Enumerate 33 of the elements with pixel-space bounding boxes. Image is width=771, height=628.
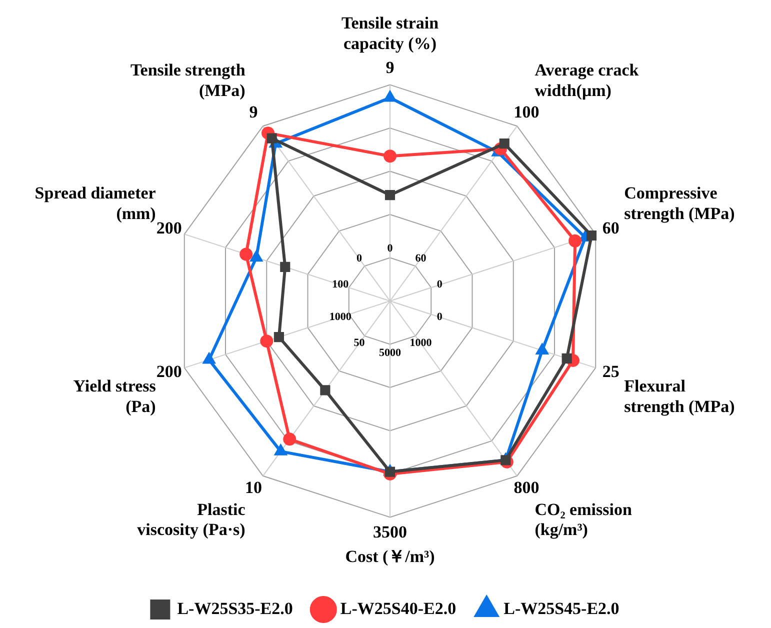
text: 1000 bbox=[410, 337, 432, 350]
text: 25 bbox=[602, 362, 620, 382]
text: 9 bbox=[386, 58, 394, 78]
text: 9 bbox=[249, 102, 258, 122]
text: 800 bbox=[514, 478, 540, 498]
spoke-label: Average crack width(μm) bbox=[534, 60, 640, 100]
spoke-label: Compressive strength (MPa) bbox=[624, 184, 735, 224]
legend-label: L-W25S45-E2.0 bbox=[504, 598, 620, 618]
spoke-label: Spread diameter (mm) bbox=[34, 184, 156, 224]
text: 60 bbox=[415, 252, 427, 265]
legend-label: L-W25S35-E2.0 bbox=[177, 598, 293, 618]
text: 100 bbox=[332, 278, 350, 291]
text: 5000 bbox=[379, 347, 402, 360]
spoke-label: Tensile strength (MPa) bbox=[130, 60, 246, 100]
text: 0 bbox=[387, 242, 394, 255]
text: 3500 bbox=[373, 522, 407, 542]
legend-label: L-W25S40-E2.0 bbox=[340, 598, 456, 618]
text: 0 bbox=[356, 252, 363, 265]
spoke-label: Flexural strength (MPa) bbox=[624, 376, 735, 416]
text: 10 bbox=[245, 478, 262, 498]
spoke-label: Cost (￥/m³) bbox=[345, 546, 435, 566]
text: 60 bbox=[602, 218, 620, 238]
text: 1000 bbox=[329, 310, 352, 323]
text: 0 bbox=[436, 310, 443, 323]
text: 200 bbox=[156, 218, 182, 238]
text: 100 bbox=[514, 102, 540, 122]
text: 50 bbox=[354, 337, 366, 350]
spoke-label: Tensile strain capacity (%) bbox=[341, 14, 440, 53]
text: 0 bbox=[436, 278, 443, 291]
spoke-label: CO₂ emission (kg/m³) bbox=[534, 500, 632, 540]
text: 200 bbox=[156, 362, 182, 382]
spoke-label: Yield stress (Pa) bbox=[73, 376, 156, 416]
spoke-label: Plastic viscosity (Pa·s) bbox=[137, 500, 246, 540]
